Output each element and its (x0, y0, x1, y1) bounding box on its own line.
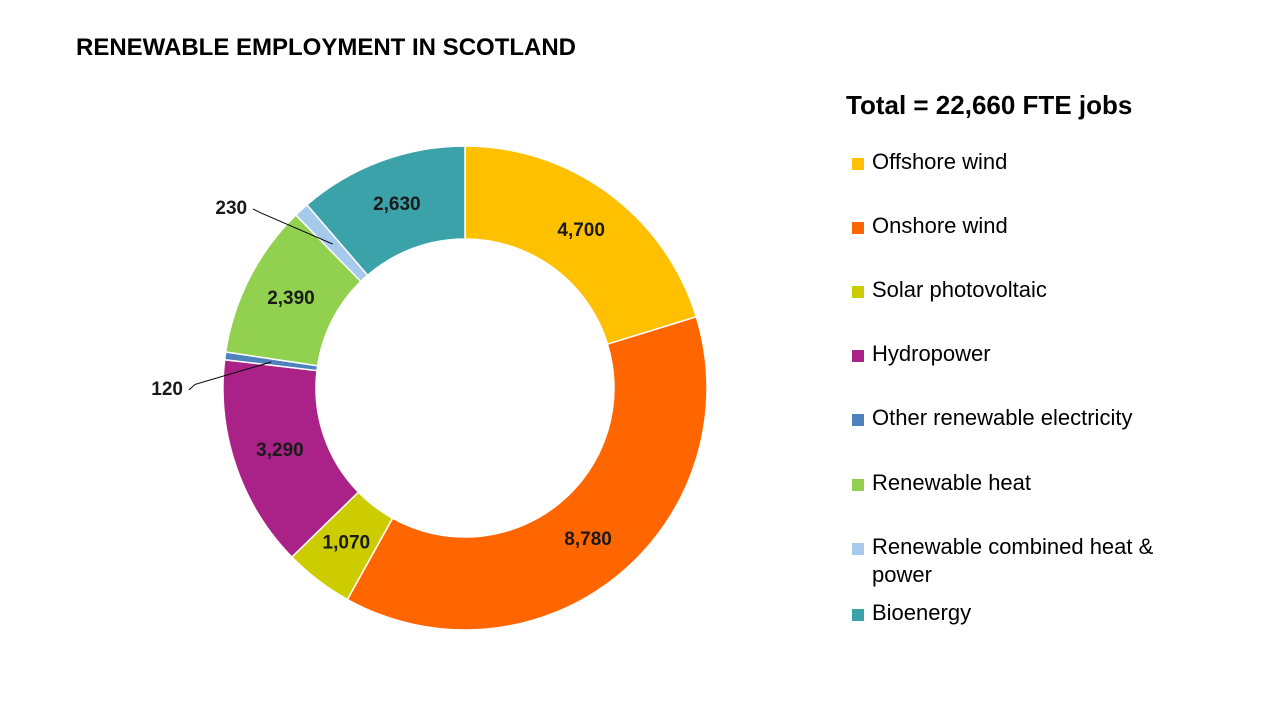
legend-label: Offshore wind (872, 149, 1008, 174)
legend-item-other-renewable-electricity: Other renewable electricity (852, 404, 1192, 432)
legend-item-renewable-heat: Renewable heat (852, 469, 1192, 497)
legend-label: Other renewable electricity (872, 405, 1133, 430)
total-label: Total = 22,660 FTE jobs (846, 90, 1133, 120)
legend-item-renewable-combined-heat-and-power: Renewable combined heat & power (852, 533, 1192, 589)
chart-title: RENEWABLE EMPLOYMENT IN SCOTLAND (76, 34, 577, 61)
data-label-solar-photovoltaic: 1,070 (323, 532, 371, 553)
legend-swatch (852, 543, 864, 555)
legend-label: Renewable heat (872, 470, 1032, 495)
legend-label: Solar photovoltaic (872, 277, 1047, 302)
legend-label: Renewable combined heat & power (872, 534, 1154, 587)
legend-swatch (852, 158, 864, 170)
legend-swatch (852, 609, 864, 621)
data-label-other-renewable-electricity: 120 (151, 379, 183, 400)
legend-swatch (852, 479, 864, 491)
legend-item-offshore-wind: Offshore wind (852, 148, 1192, 176)
slice-offshore-wind (464, 145, 698, 346)
legend-swatch (852, 414, 864, 426)
legend-label: Hydropower (872, 341, 991, 366)
legend-item-onshore-wind: Onshore wind (852, 212, 1192, 240)
legend-label: Bioenergy (872, 600, 972, 625)
legend-swatch (852, 350, 864, 362)
leader-line-renewable-combined-heat-and-power (252, 208, 333, 245)
data-label-renewable-combined-heat-and-power: 230 (215, 198, 247, 219)
legend-item-solar-photovoltaic: Solar photovoltaic (852, 276, 1192, 304)
data-label-renewable-heat: 2,390 (267, 288, 315, 309)
leader-line-other-renewable-electricity (188, 361, 272, 391)
data-label-hydropower: 3,290 (256, 440, 304, 461)
data-label-offshore-wind: 4,700 (557, 220, 605, 241)
data-label-bioenergy: 2,630 (373, 194, 421, 215)
legend-swatch (852, 222, 864, 234)
data-label-onshore-wind: 8,780 (564, 529, 612, 550)
slice-bioenergy (305, 145, 466, 277)
slice-onshore-wind (346, 315, 708, 631)
legend-swatch (852, 286, 864, 298)
legend-label: Onshore wind (872, 213, 1008, 238)
legend-item-hydropower: Hydropower (852, 340, 1192, 368)
legend-item-bioenergy: Bioenergy (852, 599, 1192, 627)
